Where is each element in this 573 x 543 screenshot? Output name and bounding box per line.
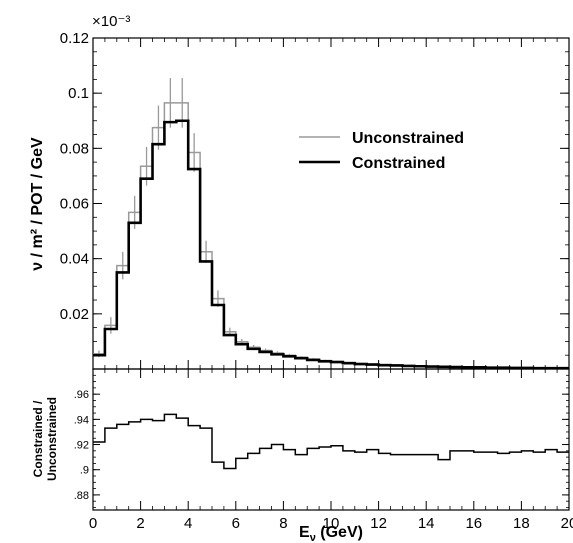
x-axis-title-subscript: ν [310,532,316,543]
x-ticks: 0 2 4 6 8 10 12 14 16 18 20 [89,38,573,532]
main-plot-frame [92,37,570,370]
ratio-y-tick-label-4: .96 [74,389,89,401]
main-y-tick-label-5: 0.12 [60,30,89,47]
x-tick-label-3: 6 [232,515,240,532]
main-y-tick-label-2: 0.06 [60,196,89,213]
x-axis-title-main: E [299,524,310,541]
ratio-y-tick-label-2: .92 [74,440,89,452]
x-tick-label-7: 14 [418,515,435,532]
main-y-tick-label-1: 0.04 [60,251,89,268]
ratio-y-axis-title-line-1: Constrained / [31,400,45,477]
series-ratio [93,413,569,470]
series-constrained [93,119,569,370]
ratio-plot-frame [92,368,570,511]
ratio-y-tick-label-3: .94 [74,414,89,426]
main-y-tick-label-4: 0.1 [68,85,89,102]
ratio-y-tick-label-1: .9 [80,465,89,477]
legend-label-unconstrained: Unconstrained [352,130,464,147]
legend-label-constrained: Constrained [352,155,445,172]
legend: Unconstrained Constrained [299,130,464,172]
x-axis-title: Eν (GeV) [299,524,363,543]
x-tick-label-6: 12 [370,515,387,532]
x-tick-label-4: 8 [279,515,287,532]
ratio-y-axis-title: Constrained / Unconstrained [31,397,59,481]
y-axis-title: ν / m² / POT / GeV [29,137,46,271]
x-tick-label-10: 20 [561,515,573,532]
ratio-step-line [93,413,569,470]
main-y-ticks: 0.02 0.04 0.06 0.08 0.1 0.12 [60,30,569,356]
main-y-tick-label-0: 0.02 [60,306,89,323]
x-tick-label-8: 16 [465,515,482,532]
ratio-y-tick-label-0: .88 [74,490,89,502]
x-tick-label-5: 10 [323,515,340,532]
main-y-tick-label-3: 0.08 [60,140,89,157]
ratio-y-ticks: .88 .9 .92 .94 .96 [74,374,569,508]
x-tick-label-2: 4 [184,515,192,532]
constrained-step-line [93,119,569,370]
y-multiplier: ×10⁻³ [92,13,130,30]
x-tick-label-0: 0 [89,515,97,532]
x-tick-label-9: 18 [513,515,530,532]
series-layer [93,77,569,470]
ratio-y-axis-title-line-2: Unconstrained [45,397,59,481]
x-tick-label-1: 2 [136,515,144,532]
x-axis-title-unit: (GeV) [316,524,363,541]
